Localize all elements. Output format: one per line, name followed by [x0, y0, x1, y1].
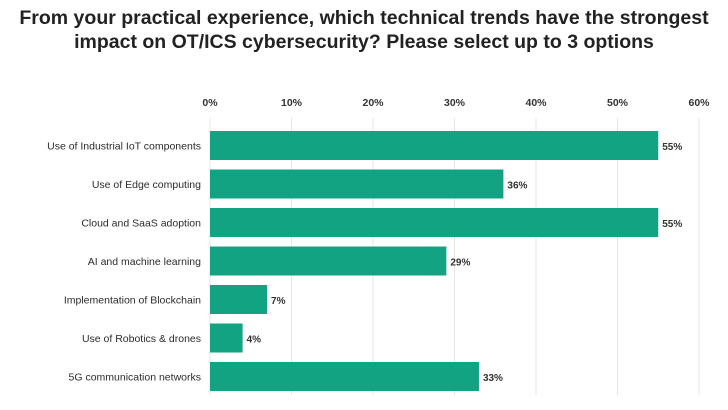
- bar: [210, 246, 447, 276]
- category-label: Cloud and SaaS adoption: [81, 217, 201, 229]
- data-label: 36%: [507, 181, 527, 192]
- x-tick-label: 30%: [444, 97, 466, 109]
- data-label: 55%: [662, 142, 682, 153]
- data-label: 4%: [247, 335, 262, 346]
- x-tick-label: 50%: [607, 97, 629, 109]
- category-label: 5G communication networks: [69, 371, 201, 383]
- bar: [210, 285, 268, 314]
- chart-title-line-1: From your practical experience, which te…: [19, 7, 709, 29]
- bar: [210, 131, 659, 160]
- bar: [210, 362, 479, 391]
- bar: [210, 208, 659, 237]
- category-label: Use of Edge computing: [92, 179, 201, 191]
- data-label: 33%: [483, 373, 503, 384]
- bar: [210, 323, 243, 353]
- category-label: Use of Industrial IoT components: [47, 140, 201, 152]
- data-label: 29%: [450, 258, 470, 269]
- x-tick-label: 0%: [202, 97, 218, 109]
- category-label: Use of Robotics & drones: [82, 333, 201, 345]
- bar: [210, 169, 504, 199]
- x-tick-label: 40%: [525, 97, 547, 109]
- data-label: 55%: [662, 219, 682, 230]
- x-tick-label: 60%: [688, 97, 710, 109]
- category-label: Implementation of Blockchain: [64, 294, 201, 306]
- category-label: AI and machine learning: [88, 256, 201, 268]
- data-label: 7%: [271, 296, 286, 307]
- chart-title: From your practical experience, which te…: [0, 6, 728, 54]
- x-tick-label: 10%: [281, 97, 303, 109]
- x-tick-label: 20%: [362, 97, 384, 109]
- chart-title-line-2: impact on OT/ICS cybersecurity? Please s…: [74, 31, 654, 53]
